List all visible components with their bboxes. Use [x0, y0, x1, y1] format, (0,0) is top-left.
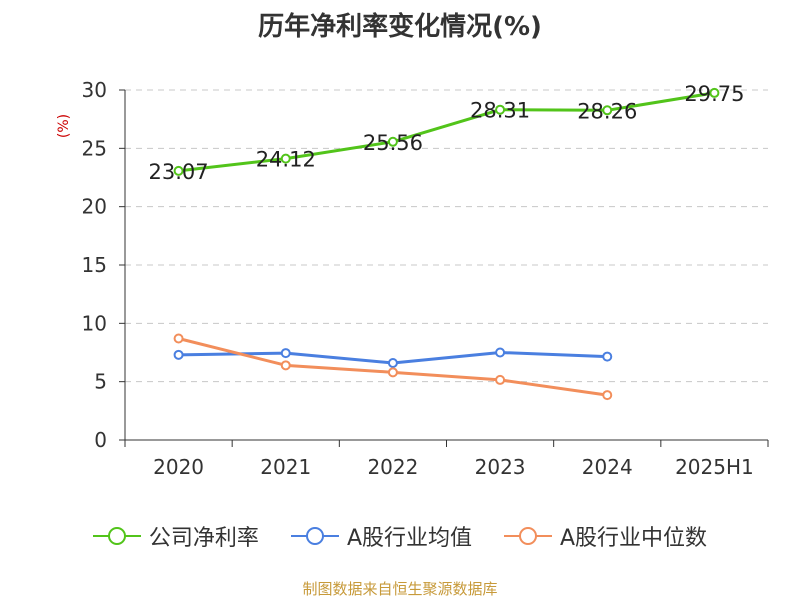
- x-tick-label: 2021: [260, 455, 311, 479]
- y-tick-label: 15: [82, 253, 107, 277]
- legend-label: A股行业均值: [346, 526, 472, 551]
- data-point: [495, 347, 506, 358]
- x-tick-label: 2024: [582, 455, 633, 479]
- y-tick-label: 5: [94, 370, 107, 394]
- legend-swatch: [290, 527, 339, 545]
- data-point: [495, 104, 506, 115]
- legend-item: A股行业中位数: [504, 520, 707, 552]
- data-point: [280, 360, 291, 371]
- x-tick-label: 2023: [475, 455, 526, 479]
- legend: 公司净利率 A股行业均值 A股行业中位数: [0, 520, 800, 552]
- legend-label: 公司净利率: [148, 526, 259, 551]
- data-point: [495, 374, 506, 385]
- x-tick-label: 2022: [367, 455, 418, 479]
- data-point: [387, 367, 398, 378]
- y-tick-label: 0: [94, 428, 107, 452]
- data-point: [387, 136, 398, 147]
- legend-swatch: [504, 527, 552, 545]
- data-point: [280, 348, 291, 359]
- data-label: 24.12: [256, 148, 316, 172]
- data-label: 29.75: [684, 82, 744, 106]
- legend-label: A股行业中位数: [560, 526, 708, 551]
- data-label: 28.31: [470, 99, 530, 123]
- legend-swatch: [92, 527, 141, 545]
- legend-item: 公司净利率: [92, 520, 259, 552]
- data-point: [709, 87, 720, 98]
- legend-item: A股行业均值: [290, 520, 472, 552]
- data-point: [602, 351, 613, 362]
- data-point: [387, 358, 398, 368]
- data-point: [173, 165, 184, 176]
- y-tick-label: 10: [82, 311, 107, 335]
- x-tick-label: 2025H1: [675, 455, 754, 479]
- data-point: [602, 390, 613, 401]
- y-tick-label: 20: [82, 195, 107, 219]
- data-label: 23.07: [149, 160, 209, 184]
- data-label: 25.56: [363, 131, 423, 155]
- x-tick-label: 2020: [153, 455, 204, 479]
- series-line-0: [178, 91, 715, 173]
- y-tick-label: 25: [82, 136, 107, 160]
- y-axis-label: (%): [56, 114, 72, 138]
- data-label: 28.26: [577, 99, 637, 123]
- data-point: [173, 333, 184, 344]
- data-point: [173, 349, 184, 360]
- y-tick-label: 30: [82, 78, 107, 102]
- source-note: 制图数据来自恒生聚源数据库: [302, 580, 498, 598]
- data-point: [602, 105, 613, 116]
- data-point: [280, 153, 291, 164]
- chart-title: 历年净利率变化情况(%): [258, 12, 542, 42]
